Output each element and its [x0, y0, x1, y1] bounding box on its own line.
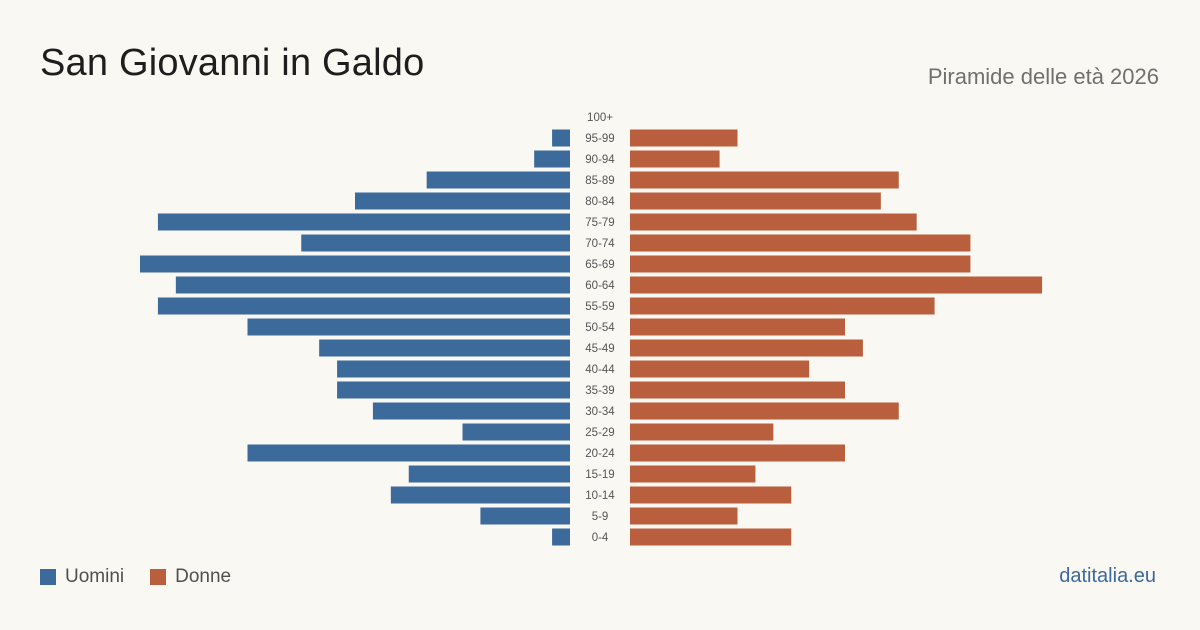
- bar-men-40-44: [337, 360, 570, 378]
- bar-men-30-34: [372, 402, 570, 420]
- legend-item-women: Donne: [150, 566, 231, 588]
- bar-men-90-94: [534, 150, 570, 168]
- bar-men-45-49: [319, 339, 570, 357]
- bar-men-10-14: [390, 486, 570, 504]
- legend-swatch-women: [150, 569, 167, 585]
- bar-men-95-99: [552, 129, 570, 147]
- legend-swatch-men: [40, 569, 56, 585]
- bar-women-85-89: [630, 171, 899, 189]
- bar-women-5-9: [630, 507, 738, 525]
- bar-men-60-64: [175, 276, 571, 294]
- bar-men-85-89: [426, 171, 570, 189]
- bar-men-55-59: [157, 297, 570, 315]
- age-label-35-39: 35-39: [585, 385, 614, 397]
- bar-women-55-59: [630, 297, 935, 315]
- age-label-90-94: 90-94: [585, 154, 615, 166]
- bar-women-35-39: [630, 381, 845, 399]
- bar-women-60-64: [630, 276, 1043, 294]
- bar-women-80-84: [630, 192, 881, 210]
- bar-women-70-74: [630, 234, 971, 252]
- bar-women-50-54: [630, 318, 845, 336]
- bar-women-10-14: [630, 486, 792, 504]
- bar-women-15-19: [630, 465, 756, 483]
- source-link[interactable]: datitalia.eu: [1059, 565, 1156, 587]
- bar-men-75-79: [157, 213, 570, 231]
- bar-men-20-24: [247, 444, 570, 462]
- bar-men-80-84: [355, 192, 570, 210]
- bar-men-70-74: [301, 234, 570, 252]
- bar-men-25-29: [462, 423, 570, 441]
- bar-women-25-29: [630, 423, 774, 441]
- bar-men-0-4: [552, 528, 570, 546]
- age-label-0-4: 0-4: [592, 532, 609, 544]
- age-label-95-99: 95-99: [585, 133, 614, 145]
- chart-legend: Uomini Donne: [40, 566, 257, 588]
- bar-women-30-34: [630, 402, 899, 420]
- bar-men-50-54: [247, 318, 570, 336]
- bar-women-65-69: [630, 255, 971, 273]
- age-label-65-69: 65-69: [585, 259, 614, 271]
- age-label-70-74: 70-74: [585, 238, 615, 250]
- age-label-55-59: 55-59: [585, 301, 614, 313]
- bar-women-45-49: [630, 339, 863, 357]
- legend-label-men: Uomini: [65, 566, 125, 587]
- age-label-85-89: 85-89: [585, 175, 614, 187]
- bar-men-5-9: [480, 507, 570, 525]
- bar-men-15-19: [408, 465, 570, 483]
- age-label-80-84: 80-84: [585, 196, 615, 208]
- bar-women-0-4: [630, 528, 792, 546]
- age-axis-labels: 100+ 95-99 90-94 85-89 80-84 75-79 70-74 65-69 6…: [585, 112, 615, 544]
- age-label-5-9: 5-9: [592, 511, 609, 523]
- age-label-50-54: 50-54: [585, 322, 615, 334]
- bar-women-75-79: [630, 213, 917, 231]
- age-label-15-19: 15-19: [585, 469, 614, 481]
- legend-item-men: Uomini: [40, 566, 124, 588]
- men-series: [140, 129, 571, 546]
- age-label-45-49: 45-49: [585, 343, 614, 355]
- bar-women-40-44: [630, 360, 810, 378]
- age-label-30-34: 30-34: [585, 406, 615, 418]
- legend-label-women: Donne: [175, 566, 232, 587]
- age-label-75-79: 75-79: [585, 217, 614, 229]
- age-label-20-24: 20-24: [585, 448, 615, 460]
- bar-women-90-94: [630, 150, 720, 168]
- women-series: [630, 129, 1043, 546]
- bar-men-35-39: [337, 381, 570, 399]
- age-label-100plus: 100+: [587, 112, 613, 124]
- bar-women-20-24: [630, 444, 845, 462]
- age-label-10-14: 10-14: [585, 490, 615, 502]
- bar-women-95-99: [630, 129, 738, 147]
- age-label-25-29: 25-29: [585, 427, 614, 439]
- age-label-60-64: 60-64: [585, 280, 615, 292]
- age-label-40-44: 40-44: [585, 364, 615, 376]
- chart-title: San Giovanni in Galdo: [40, 42, 425, 84]
- chart-subtitle: Piramide delle età 2026: [927, 64, 1159, 89]
- bar-men-65-69: [140, 255, 570, 273]
